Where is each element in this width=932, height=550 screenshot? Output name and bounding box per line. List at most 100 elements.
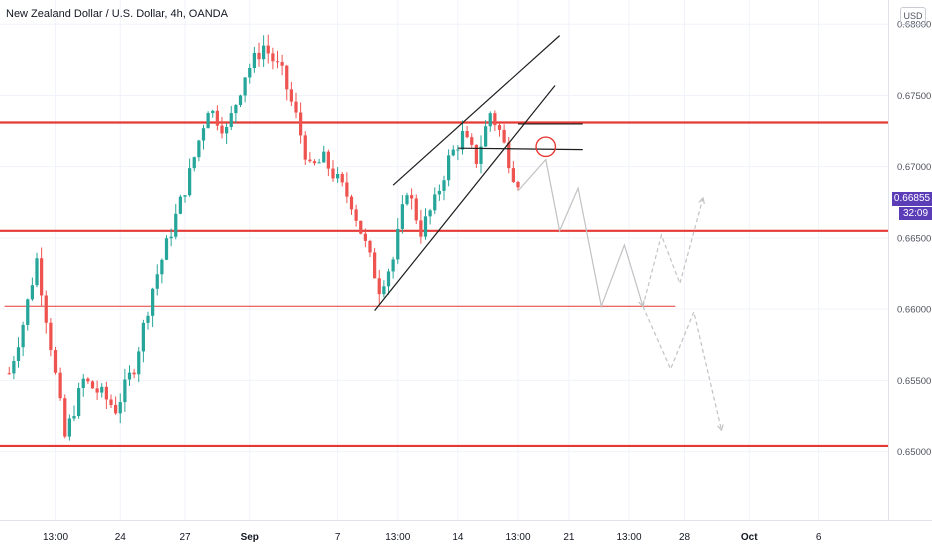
candle-body bbox=[77, 388, 81, 417]
candle-body bbox=[511, 168, 515, 182]
candle-body bbox=[289, 89, 293, 102]
candle-body bbox=[201, 128, 206, 141]
trendline-drawings[interactable] bbox=[374, 35, 583, 311]
candle-body bbox=[382, 286, 386, 295]
candle-body bbox=[368, 240, 372, 253]
candle-body bbox=[377, 278, 381, 295]
candle-body bbox=[49, 322, 53, 351]
candle-body bbox=[86, 378, 90, 382]
candle-body bbox=[414, 198, 418, 221]
time-axis-label: 28 bbox=[679, 532, 691, 543]
candle-body bbox=[405, 195, 409, 205]
candle-body bbox=[303, 135, 307, 160]
trendline[interactable] bbox=[457, 147, 583, 151]
projection-arrowhead bbox=[698, 196, 705, 205]
candle-body bbox=[21, 324, 25, 348]
candle-body bbox=[44, 295, 48, 323]
candle-body bbox=[386, 271, 391, 287]
candle-body bbox=[428, 210, 432, 217]
candle-body bbox=[257, 52, 261, 60]
candle-body bbox=[155, 274, 159, 289]
candle-body bbox=[396, 228, 400, 260]
candle-body bbox=[465, 131, 469, 138]
last-price-tag: 0.66855 bbox=[892, 192, 932, 206]
time-axis-label: 14 bbox=[452, 532, 464, 543]
candle-body bbox=[354, 209, 358, 221]
candle-body bbox=[299, 112, 303, 136]
projection-paths[interactable] bbox=[517, 158, 724, 432]
candle-body bbox=[331, 168, 335, 179]
candle-body bbox=[410, 195, 414, 199]
candle-body bbox=[400, 204, 404, 229]
chart-title: New Zealand Dollar / U.S. Dollar, 4h, OA… bbox=[6, 8, 228, 20]
price-axis-label: 0.68000 bbox=[897, 20, 931, 31]
candle-body bbox=[248, 67, 252, 78]
time-axis-label: 7 bbox=[335, 532, 341, 543]
candle-body bbox=[373, 252, 377, 279]
candle-body bbox=[206, 113, 210, 129]
candle-body bbox=[340, 173, 344, 183]
trendline[interactable] bbox=[374, 85, 556, 311]
candle-body bbox=[95, 388, 99, 393]
candle-body bbox=[197, 140, 201, 158]
projection-path-dashed[interactable] bbox=[642, 306, 723, 431]
candle-body bbox=[58, 372, 62, 399]
candle-body bbox=[451, 149, 455, 156]
candle-body bbox=[308, 159, 312, 162]
candle-body bbox=[188, 168, 192, 196]
price-axis-label: 0.67000 bbox=[897, 162, 931, 173]
time-axis-label: 21 bbox=[563, 532, 575, 543]
candle-body bbox=[63, 398, 67, 437]
candle-body bbox=[488, 113, 492, 127]
price-axis[interactable]: 0.68000 0.67500 0.67000 0.66500 0.66000 0.655… bbox=[897, 20, 931, 458]
candle-body bbox=[174, 213, 178, 237]
time-axis-label: 27 bbox=[179, 532, 191, 543]
candle-body bbox=[280, 62, 284, 66]
horizontal-levels[interactable] bbox=[0, 121, 888, 448]
candle-body bbox=[132, 372, 136, 375]
candle-body bbox=[493, 113, 497, 126]
candle-body bbox=[90, 381, 95, 389]
candle-body bbox=[516, 181, 520, 188]
time-axis-label: 13:00 bbox=[616, 532, 641, 543]
candle-body bbox=[502, 129, 506, 143]
candle-body bbox=[391, 259, 395, 272]
candle-body bbox=[363, 233, 367, 241]
candle-body bbox=[7, 373, 11, 375]
candle-body bbox=[266, 45, 270, 54]
circle-marker[interactable] bbox=[535, 136, 557, 158]
candle-body bbox=[151, 288, 155, 316]
projection-path-dashed[interactable] bbox=[642, 197, 704, 307]
candle-body bbox=[285, 65, 289, 90]
candle-body bbox=[160, 259, 164, 275]
candle-body bbox=[211, 110, 215, 114]
candle-body bbox=[109, 399, 113, 405]
time-axis[interactable]: 13:00 24 27 Sep 7 13:00 14 13:00 21 13:00 28 Oct 6 bbox=[43, 532, 822, 543]
currency-badge[interactable]: USD bbox=[900, 7, 926, 25]
candle-body bbox=[460, 131, 465, 150]
candle-body bbox=[16, 347, 21, 362]
candle-body bbox=[183, 195, 187, 197]
candle-body bbox=[53, 350, 58, 373]
projection-path-solid[interactable] bbox=[517, 158, 644, 309]
candle-body bbox=[26, 299, 30, 325]
candle-body bbox=[322, 151, 326, 163]
candle-body bbox=[118, 402, 122, 414]
candle-body bbox=[81, 378, 85, 389]
price-axis-label: 0.65500 bbox=[897, 376, 931, 387]
candle-body bbox=[234, 104, 238, 114]
time-axis-label: 13:00 bbox=[385, 532, 410, 543]
candles bbox=[7, 34, 520, 441]
candle-body bbox=[262, 45, 266, 60]
price-axis-label: 0.65000 bbox=[897, 447, 931, 458]
trendline[interactable] bbox=[392, 35, 561, 186]
price-axis-label: 0.67500 bbox=[897, 91, 931, 102]
candle-body bbox=[294, 101, 298, 113]
candle-body bbox=[275, 61, 280, 63]
candle-body bbox=[447, 155, 451, 181]
time-axis-label: 6 bbox=[816, 532, 822, 543]
candle-body bbox=[497, 125, 502, 130]
candle-body bbox=[470, 137, 474, 145]
candle-body bbox=[104, 386, 108, 400]
